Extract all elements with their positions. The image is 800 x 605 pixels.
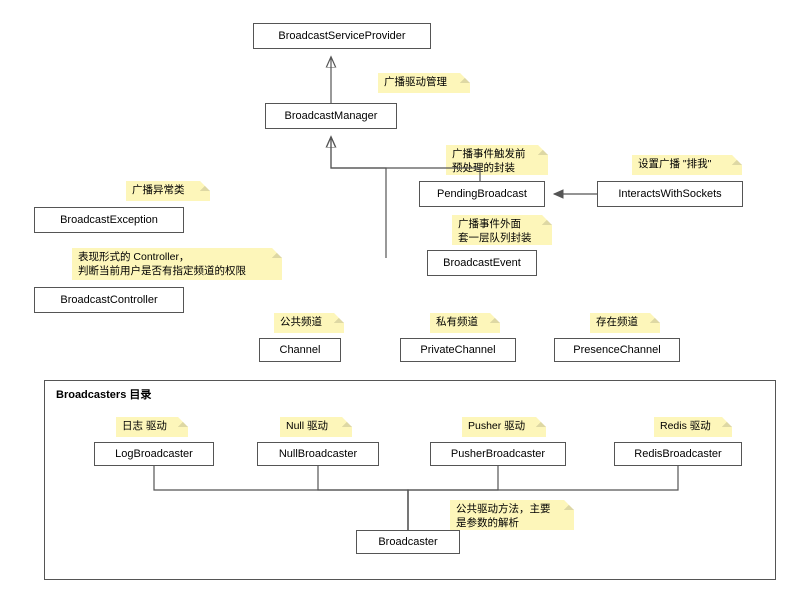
node-pushb: PusherBroadcaster (430, 442, 566, 466)
note-bmgr: 广播驱动管理 (378, 73, 470, 93)
node-prchan: PresenceChannel (554, 338, 680, 362)
node-nullb: NullBroadcaster (257, 442, 379, 466)
note-prchan: 存在频道 (590, 313, 660, 333)
note-logb: 日志 驱动 (116, 417, 188, 437)
note-chan: 公共频道 (274, 313, 344, 333)
node-bsp: BroadcastServiceProvider (253, 23, 431, 49)
node-bexc: BroadcastException (34, 207, 184, 233)
note-pchan: 私有频道 (430, 313, 500, 333)
note-bexc: 广播异常类 (126, 181, 210, 201)
node-bctrl: BroadcastController (34, 287, 184, 313)
note-bcast: 公共驱动方法，主要 是参数的解析 (450, 500, 574, 530)
note-redisb: Redis 驱动 (654, 417, 732, 437)
node-pchan: PrivateChannel (400, 338, 516, 362)
node-bmgr: BroadcastManager (265, 103, 397, 129)
node-logb: LogBroadcaster (94, 442, 214, 466)
note-nullb: Null 驱动 (280, 417, 352, 437)
note-bevt: 广播事件外面 套一层队列封装 (452, 215, 552, 245)
note-pend: 广播事件触发前 预处理的封装 (446, 145, 548, 175)
note-pushb: Pusher 驱动 (462, 417, 546, 437)
node-pend: PendingBroadcast (419, 181, 545, 207)
broadcasters-group-title: Broadcasters 目录 (50, 384, 157, 404)
node-redisb: RedisBroadcaster (614, 442, 742, 466)
node-iws: InteractsWithSockets (597, 181, 743, 207)
node-bcast: Broadcaster (356, 530, 460, 554)
note-bctrl: 表现形式的 Controller， 判断当前用户是否有指定频道的权限 (72, 248, 282, 280)
node-bevt: BroadcastEvent (427, 250, 537, 276)
node-chan: Channel (259, 338, 341, 362)
note-iws: 设置广播 "排我" (632, 155, 742, 175)
